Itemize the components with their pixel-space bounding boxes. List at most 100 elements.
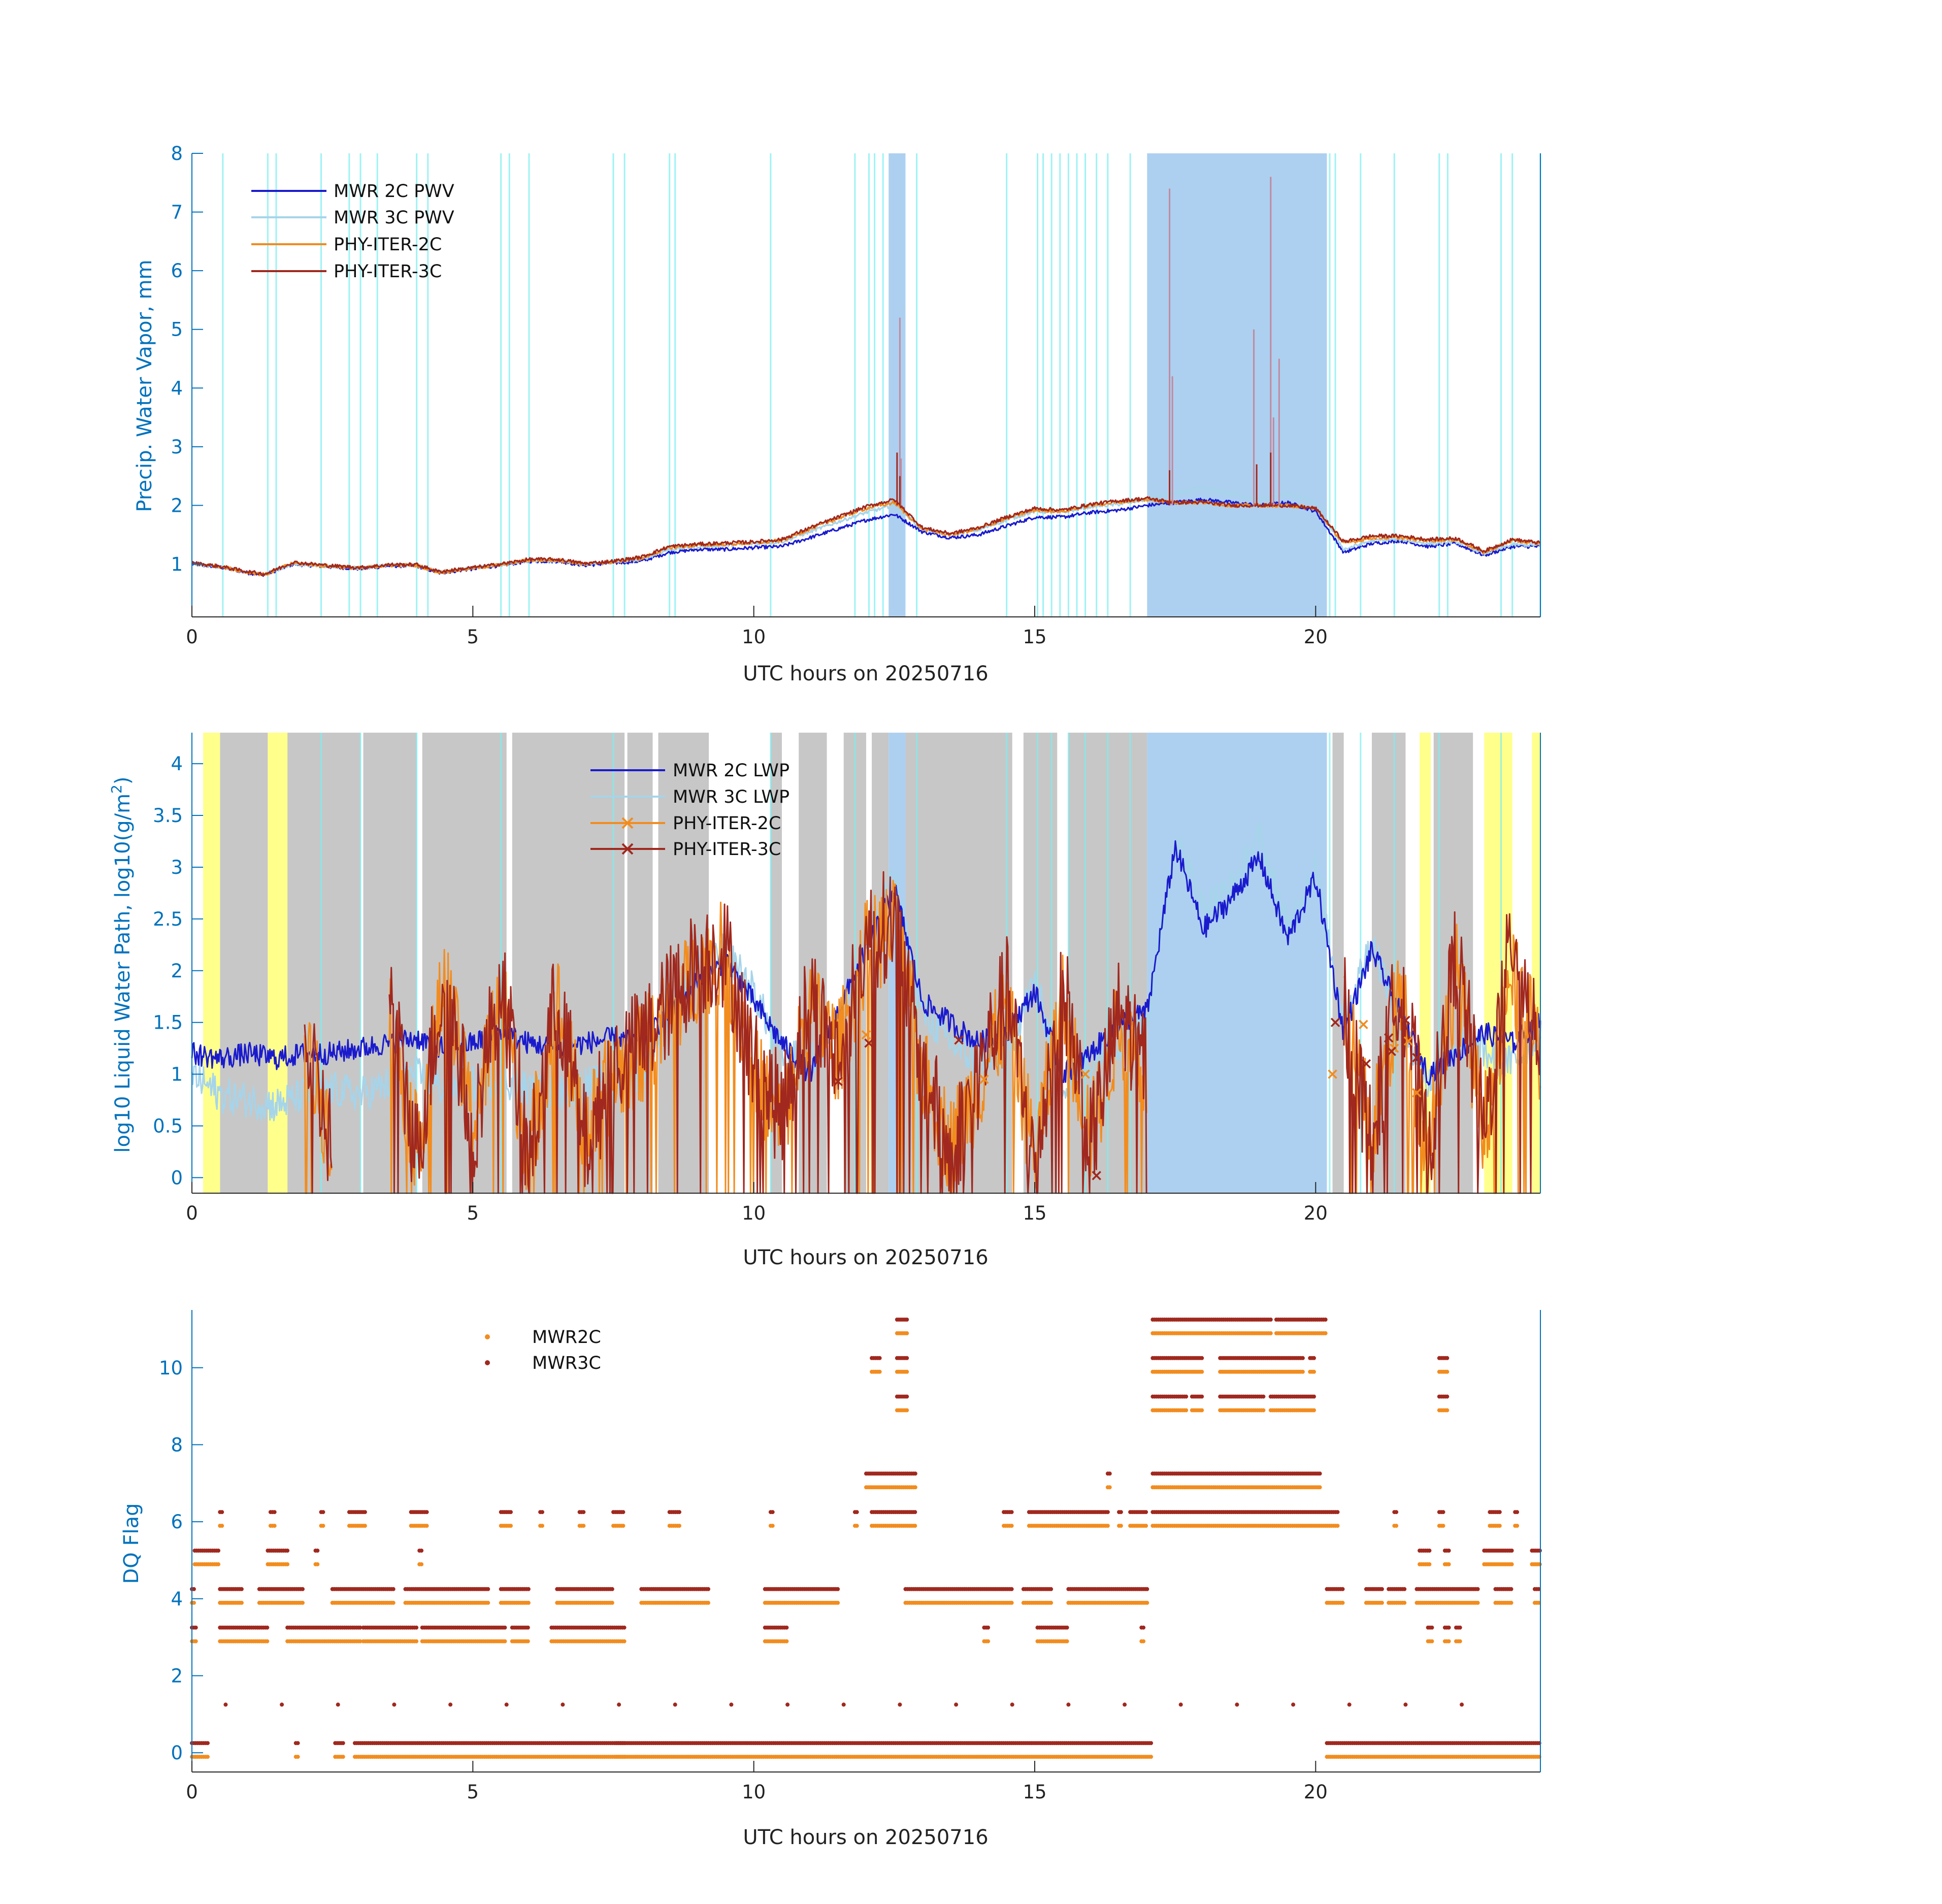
x-tick-label: 15 [1023, 1781, 1046, 1803]
dq-point-mwr3c [986, 1625, 991, 1630]
dq-point-mwr2c [621, 1524, 626, 1528]
dq-point-mwr3c [1107, 1471, 1112, 1476]
lwp-marker-phy2c [1328, 1069, 1337, 1079]
x-tick-label: 10 [742, 1202, 766, 1224]
dq-point-mwr3c [1123, 1702, 1127, 1707]
y-tick-label: 2 [171, 495, 183, 516]
dq-point-mwr3c [1312, 1394, 1316, 1399]
dq-point-mwr2c [622, 1639, 627, 1644]
dq-point-mwr3c [1184, 1394, 1189, 1399]
dq-point-mwr2c [610, 1600, 614, 1605]
y-tick-label: 1.5 [153, 1012, 183, 1034]
y-tick-label: 6 [171, 260, 183, 282]
dq-point-mwr3c [1458, 1625, 1462, 1630]
dq-point-mwr3c [617, 1702, 621, 1707]
y-tick-label: 3 [171, 857, 183, 878]
y-tick-label: 8 [171, 143, 183, 165]
dq-point-mwr3c [610, 1587, 614, 1591]
dq-point-mwr3c [358, 1625, 363, 1630]
dq-point-mwr2c [1446, 1639, 1451, 1644]
dq-point-mwr3c [336, 1702, 340, 1707]
dq-point-mwr3c [1009, 1510, 1014, 1515]
lwp-series-mwr3c [191, 822, 1541, 1122]
lwp-xlabel: UTC hours on 20250716 [743, 1246, 988, 1269]
dq-point-mwr2c [509, 1524, 513, 1528]
dq-point-mwr3c [1149, 1741, 1154, 1746]
dq-point-mwr3c [1347, 1702, 1352, 1707]
lwp-marker-phy3c [1330, 1017, 1340, 1027]
dq-point-mwr3c [526, 1587, 531, 1591]
y-tick-label: 2.5 [153, 908, 183, 930]
dq-point-mwr3c [1335, 1510, 1340, 1515]
dq-point-mwr3c [1340, 1587, 1345, 1591]
dq-point-mwr2c [986, 1639, 991, 1644]
dq-point-mwr3c [1460, 1702, 1464, 1707]
dq-point-mwr3c [1118, 1510, 1123, 1515]
dq-point-mwr3c [905, 1318, 909, 1322]
dq-point-mwr3c [1200, 1356, 1204, 1360]
dq-point-mwr3c [321, 1510, 325, 1515]
dq-point-mwr3c [191, 1587, 196, 1591]
lwp-marker-phy3c [1092, 1171, 1101, 1180]
x-tick-label: 20 [1304, 1781, 1328, 1803]
dq-point-mwr3c [285, 1549, 290, 1553]
dq-point-mwr3c [1235, 1702, 1239, 1707]
dq-points-layer [190, 1318, 1542, 1759]
dq-point-mwr3c [1291, 1702, 1296, 1707]
dq-point-mwr3c [622, 1625, 627, 1630]
dq-point-mwr2c [414, 1639, 419, 1644]
y-tick-label: 0.5 [153, 1115, 183, 1137]
dq-point-mwr3c [1446, 1549, 1451, 1553]
x-tick-label: 5 [467, 1781, 479, 1803]
dq-point-mwr3c [729, 1702, 734, 1707]
lwp-gray-span [770, 733, 782, 1193]
dq-legend: MWR2C MWR3C [485, 1327, 601, 1373]
dq-point-mwr2c [272, 1524, 277, 1528]
dq-point-mwr3c [1323, 1318, 1328, 1322]
dq-point-mwr2c [770, 1524, 775, 1528]
dq-point-mwr2c [1200, 1369, 1204, 1374]
dq-point-mwr2c [391, 1600, 396, 1605]
lwp-rain-span [1147, 733, 1327, 1193]
dq-point-mwr2c [419, 1562, 424, 1566]
lwp-marker-phy3c [1361, 1059, 1371, 1069]
dq-point-mwr3c [1475, 1587, 1480, 1591]
dq-point-mwr2c [877, 1369, 882, 1374]
dq-point-mwr2c [1105, 1524, 1110, 1528]
dq-point-mwr2c [1379, 1600, 1384, 1605]
lwp-ylabel-superscript: 2 [108, 784, 125, 794]
dq-point-mwr2c [905, 1369, 909, 1374]
dq-point-mwr3c [841, 1702, 846, 1707]
lwp-yellow-span [203, 733, 220, 1193]
lwp-legend-label-mwr2c: MWR 2C LWP [673, 761, 789, 781]
lwp-yellow-span [1484, 733, 1512, 1193]
dq-point-mwr3c [561, 1702, 565, 1707]
dq-point-mwr2c [1536, 1600, 1541, 1605]
dq-point-mwr2c [301, 1600, 305, 1605]
dq-point-mwr2c [1318, 1485, 1322, 1490]
lwp-ylabel-base: log10 Liquid Water Path, log10(g/m [111, 794, 135, 1153]
dq-point-mwr3c [1394, 1510, 1399, 1515]
dq-point-mwr3c [954, 1702, 959, 1707]
dq-point-mwr2c [1441, 1524, 1445, 1528]
dq-point-mwr2c [220, 1524, 224, 1528]
dq-point-mwr3c [1144, 1510, 1148, 1515]
dq-point-mwr2c [1509, 1600, 1513, 1605]
dq-point-mwr3c [1379, 1587, 1384, 1591]
dq-point-mwr2c [784, 1639, 789, 1644]
dq-point-mwr3c [1445, 1356, 1450, 1360]
dq-point-mwr2c [1149, 1755, 1154, 1759]
x-tick-label: 10 [742, 626, 766, 648]
dq-point-mwr2c [341, 1755, 345, 1759]
dq-point-mwr2c [1497, 1524, 1502, 1528]
dq-point-mwr3c [363, 1510, 367, 1515]
dq-point-mwr3c [486, 1587, 490, 1591]
dq-point-mwr3c [1312, 1356, 1316, 1360]
dq-point-mwr3c [854, 1510, 859, 1515]
dq-point-mwr2c [1458, 1639, 1462, 1644]
dq-point-mwr3c [419, 1549, 424, 1553]
dq-point-mwr3c [1441, 1510, 1445, 1515]
lwp-gray-span [627, 733, 653, 1193]
lwp-legend-label-phy2c: PHY-ITER-2C [673, 813, 781, 834]
dq-point-mwr2c [913, 1485, 917, 1490]
